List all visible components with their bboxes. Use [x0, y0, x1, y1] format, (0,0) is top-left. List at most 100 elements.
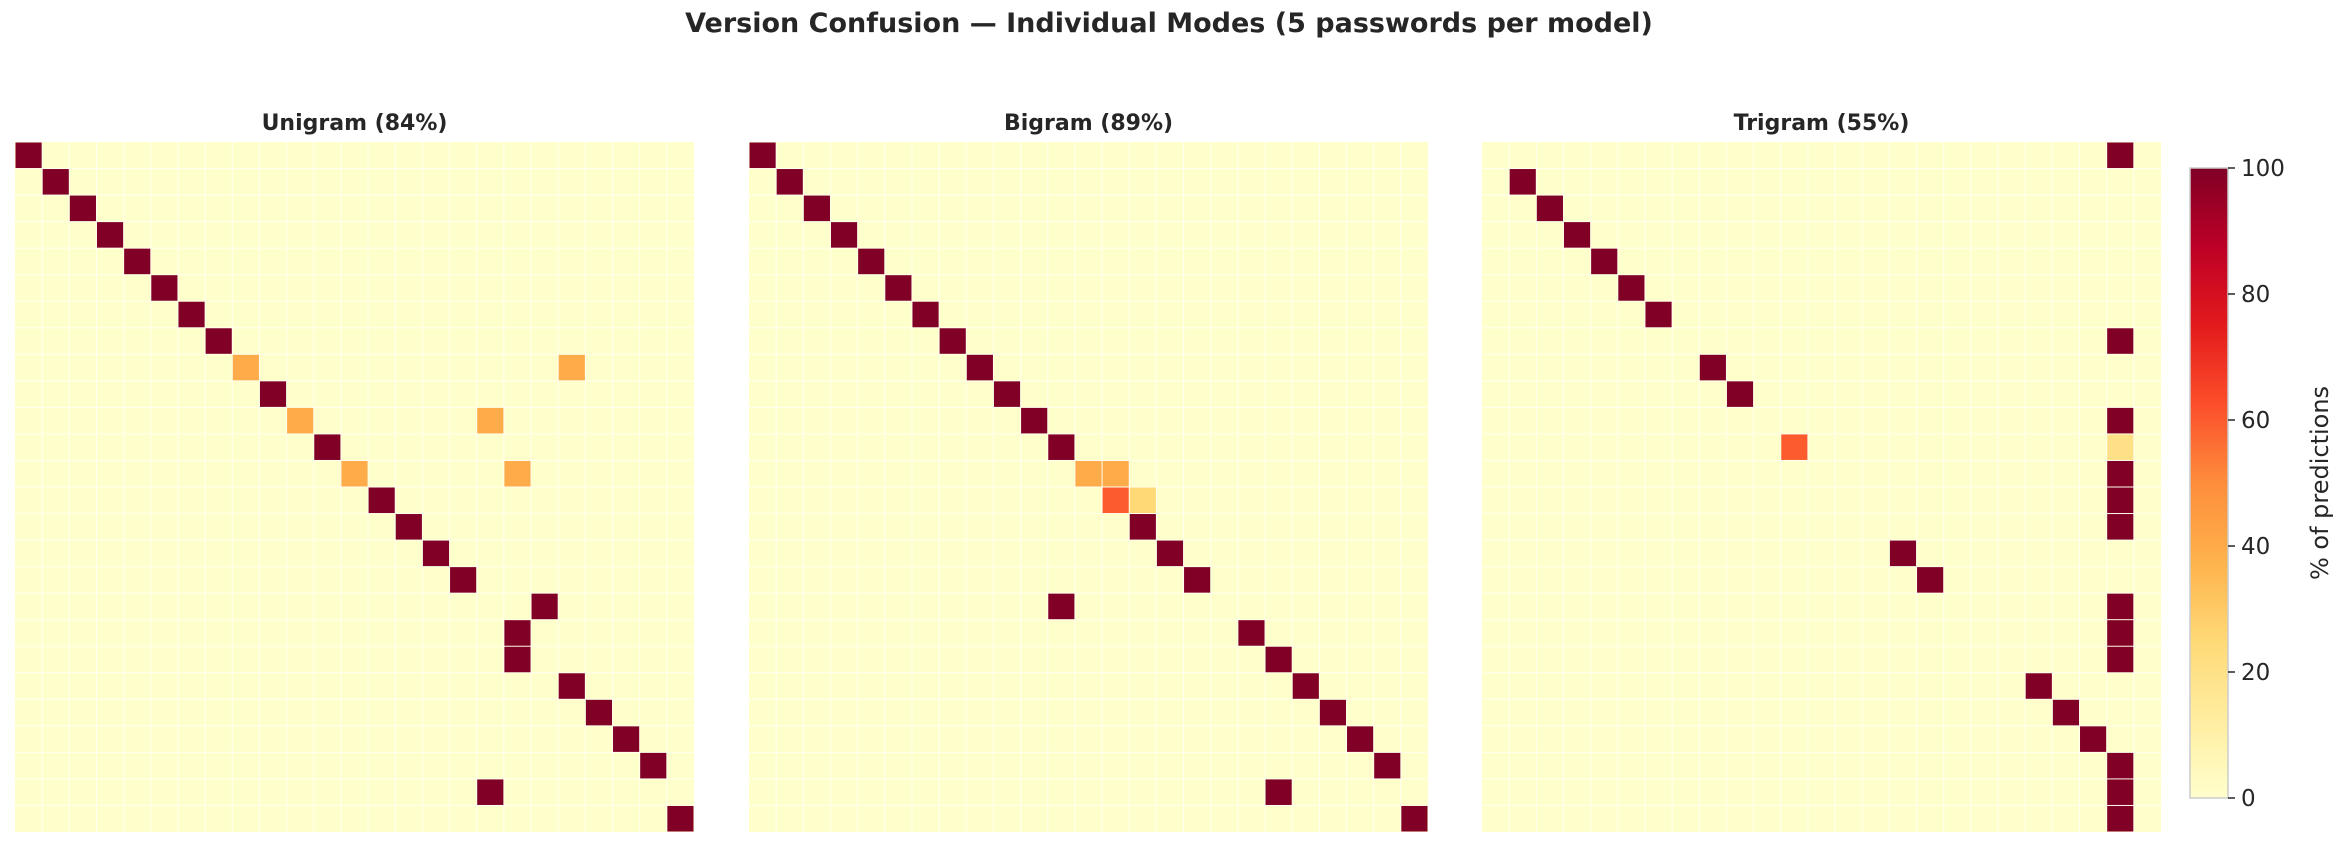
heatmap-cell: [1319, 699, 1347, 726]
panel-title: Bigram (89%): [1004, 111, 1173, 136]
heatmap-cell: [2107, 407, 2134, 434]
heatmap-cell: [2107, 328, 2134, 354]
colorbar-tick-label: 40: [2241, 534, 2270, 560]
heatmap-cell: [1265, 779, 1292, 805]
heatmap-cell: [1265, 646, 1292, 673]
heatmap-cell: [1075, 460, 1102, 487]
heatmap-cell: [2107, 805, 2134, 832]
heatmap-cell: [2107, 487, 2134, 514]
colorbar-label: % of predictions: [2306, 386, 2334, 580]
heatmap-cell: [1781, 434, 1808, 460]
heatmap-cell: [966, 354, 993, 381]
heatmap-cell: [558, 673, 585, 699]
heatmap-cell: [2107, 434, 2134, 460]
heatmap-cell: [1401, 805, 1428, 832]
heatmap-cell: [1102, 487, 1129, 514]
heatmap-cell: [69, 195, 96, 222]
heatmap-cell: [178, 301, 205, 328]
heatmap-cell: [2052, 699, 2080, 726]
heatmap-cell: [1591, 248, 1618, 275]
heatmap-cell: [395, 514, 422, 540]
heatmap-cell: [585, 699, 613, 726]
heatmap-cell: [2107, 460, 2134, 487]
heatmap-cell: [1889, 540, 1917, 567]
heatmap-cell: [1699, 354, 1726, 381]
heatmap-cell: [1048, 434, 1075, 460]
heatmap-cell: [1536, 195, 1563, 222]
heatmap-cell: [1563, 222, 1591, 248]
heatmap-cell: [422, 540, 450, 567]
colorbar: 0 20 40 60 80 100 % of predictions: [2189, 156, 2334, 812]
colorbar-tick-label: 60: [2241, 408, 2270, 434]
heatmap-cell: [830, 222, 858, 248]
heatmap-cell: [287, 407, 314, 434]
heatmap-cell: [558, 354, 585, 381]
heatmap-cell: [2080, 726, 2107, 752]
heatmap-cell: [1726, 381, 1754, 407]
heatmap-cell: [939, 328, 966, 354]
colorbar-tick-label: 80: [2241, 282, 2270, 308]
heatmap-cell: [1374, 752, 1401, 779]
heatmap-cell: [912, 301, 939, 328]
panel-title: Unigram (84%): [262, 111, 448, 136]
heatmap-cell: [504, 460, 531, 487]
heatmap-panel-2: Trigram (55%): [1482, 111, 2161, 832]
heatmap-cell: [1048, 593, 1075, 620]
heatmap-cell: [504, 620, 531, 646]
heatmap-cell: [477, 779, 504, 805]
heatmap-cell: [2107, 646, 2134, 673]
heatmap-cell: [1184, 567, 1211, 593]
heatmap-cell: [477, 407, 504, 434]
heatmap-cell: [613, 726, 640, 752]
heatmap-cell: [259, 381, 287, 407]
heatmap-cell: [2107, 514, 2134, 540]
heatmap-cell: [993, 381, 1021, 407]
heatmap-cell: [42, 169, 69, 195]
heatmap-panel-1: Bigram (89%): [749, 111, 1428, 832]
heatmap-cell: [2107, 620, 2134, 646]
heatmap-cell: [1102, 460, 1129, 487]
heatmap-cell: [2107, 779, 2134, 805]
heatmap-cell: [1645, 301, 1672, 328]
heatmap-cell: [124, 248, 151, 275]
heatmap-cell: [1292, 673, 1319, 699]
heatmap-cell: [749, 142, 776, 169]
heatmap-cell: [504, 646, 531, 673]
heatmap-cell: [151, 275, 178, 301]
heatmap-cell: [858, 248, 885, 275]
heatmap-cell: [1618, 275, 1645, 301]
heatmap-cell: [1347, 726, 1374, 752]
heatmap-cell: [1021, 407, 1048, 434]
heatmap-cell: [15, 142, 42, 169]
heatmap-cell: [1129, 514, 1156, 540]
heatmap-cell: [640, 752, 667, 779]
heatmap-cell: [1509, 169, 1536, 195]
heatmap-cell: [341, 460, 368, 487]
heatmap-cell: [2107, 593, 2134, 620]
heatmap-cell: [1156, 540, 1184, 567]
colorbar-tick-label: 0: [2241, 786, 2256, 812]
panel-title: Trigram (55%): [1734, 111, 1910, 136]
heatmap-cell: [205, 328, 232, 354]
heatmap-cell: [1917, 567, 1944, 593]
colorbar-tick-label: 20: [2241, 660, 2270, 686]
heatmap-cell: [803, 195, 830, 222]
heatmap-panel-0: Unigram (84%): [15, 111, 694, 832]
heatmap-cell: [2107, 142, 2134, 169]
heatmap-cell: [314, 434, 341, 460]
heatmap-cell: [450, 567, 477, 593]
figure-title: Version Confusion — Individual Modes (5 …: [685, 8, 1653, 39]
heatmap-cell: [885, 275, 912, 301]
heatmap-cell: [1238, 620, 1265, 646]
colorbar-gradient: [2189, 167, 2229, 799]
heatmap-cell: [96, 222, 124, 248]
heatmap-cell: [2107, 752, 2134, 779]
heatmap-cell: [232, 354, 259, 381]
colorbar-tick-label: 100: [2241, 156, 2285, 182]
heatmap-cell: [776, 169, 803, 195]
heatmap-cell: [531, 593, 558, 620]
heatmap-cell: [667, 805, 694, 832]
heatmap-cell: [1129, 487, 1156, 514]
heatmap-cell: [368, 487, 395, 514]
